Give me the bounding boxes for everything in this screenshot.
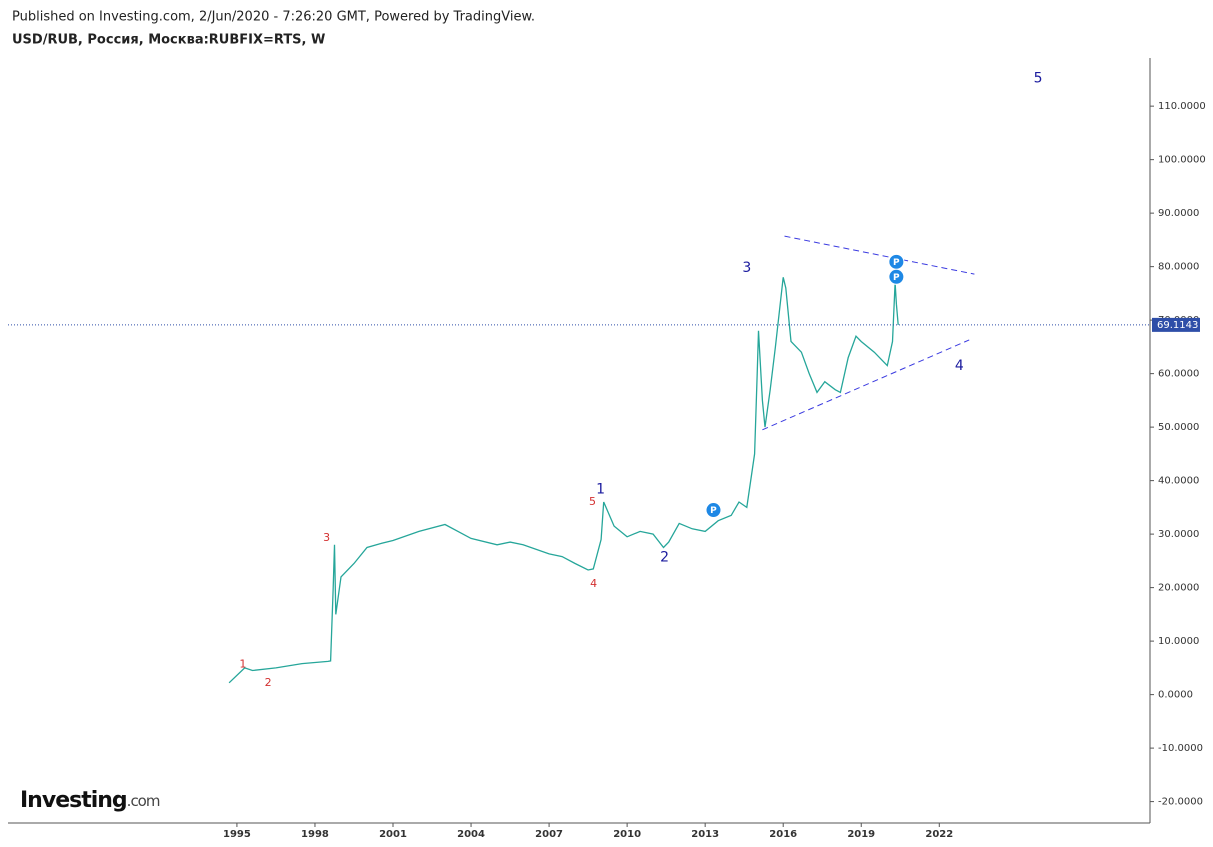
wave-label: 5 [1034, 70, 1043, 86]
x-tick-label: 2004 [457, 829, 485, 840]
y-tick-label: 110.0000 [1158, 101, 1206, 112]
y-tick-label: 50.0000 [1158, 422, 1199, 433]
chart-title: USD/RUB, Россия, Москва:RUBFIX=RTS, W [12, 33, 325, 48]
y-tick-label: 80.0000 [1158, 262, 1199, 273]
wave-label: 4 [955, 358, 964, 374]
x-tick-label: 1998 [301, 829, 329, 840]
wave-label: 3 [742, 260, 751, 276]
wave-label: 5 [589, 495, 596, 508]
last-price-label: 69.1143 [1157, 320, 1198, 331]
wave-label: 1 [239, 658, 246, 671]
y-tick-label: 40.0000 [1158, 476, 1199, 487]
y-tick-label: 30.0000 [1158, 529, 1199, 540]
x-tick-label: 2013 [691, 829, 719, 840]
x-tick-label: 2001 [379, 829, 407, 840]
x-tick-label: 2007 [535, 829, 563, 840]
y-tick-label: 100.0000 [1158, 155, 1206, 166]
trend-line [784, 235, 975, 275]
marker [888, 268, 905, 285]
y-tick-label: 90.0000 [1158, 208, 1199, 219]
y-tick-label: 0.0000 [1158, 690, 1193, 701]
x-tick-label: 2010 [613, 829, 641, 840]
logo: Investing.com [20, 788, 160, 813]
y-tick-label: -10.0000 [1158, 743, 1203, 754]
y-tick-label: 20.0000 [1158, 583, 1199, 594]
wave-label: 4 [590, 577, 597, 590]
x-tick-label: 2022 [925, 829, 953, 840]
wave-label: 1 [596, 482, 605, 498]
wave-label: 2 [265, 676, 272, 689]
x-tick-label: 1995 [223, 829, 251, 840]
marker-label: P [710, 506, 717, 516]
x-tick-label: 2019 [847, 829, 875, 840]
logo-brand: Investing [20, 788, 127, 813]
trend-line [762, 339, 970, 431]
last-price-box [1152, 317, 1200, 332]
marker [705, 502, 722, 519]
x-tick-label: 2016 [769, 829, 797, 840]
wave-label: 2 [660, 550, 669, 566]
y-tick-label: -20.0000 [1158, 797, 1203, 808]
wave-label: 3 [323, 531, 330, 544]
y-tick-label: 60.0000 [1158, 369, 1199, 380]
published-note: Published on Investing.com, 2/Jun/2020 -… [12, 10, 535, 25]
price-line [228, 277, 899, 684]
marker-label: P [893, 273, 900, 283]
logo-suffix: .com [127, 792, 160, 810]
y-tick-label: 10.0000 [1158, 636, 1199, 647]
marker-label: P [893, 258, 900, 268]
